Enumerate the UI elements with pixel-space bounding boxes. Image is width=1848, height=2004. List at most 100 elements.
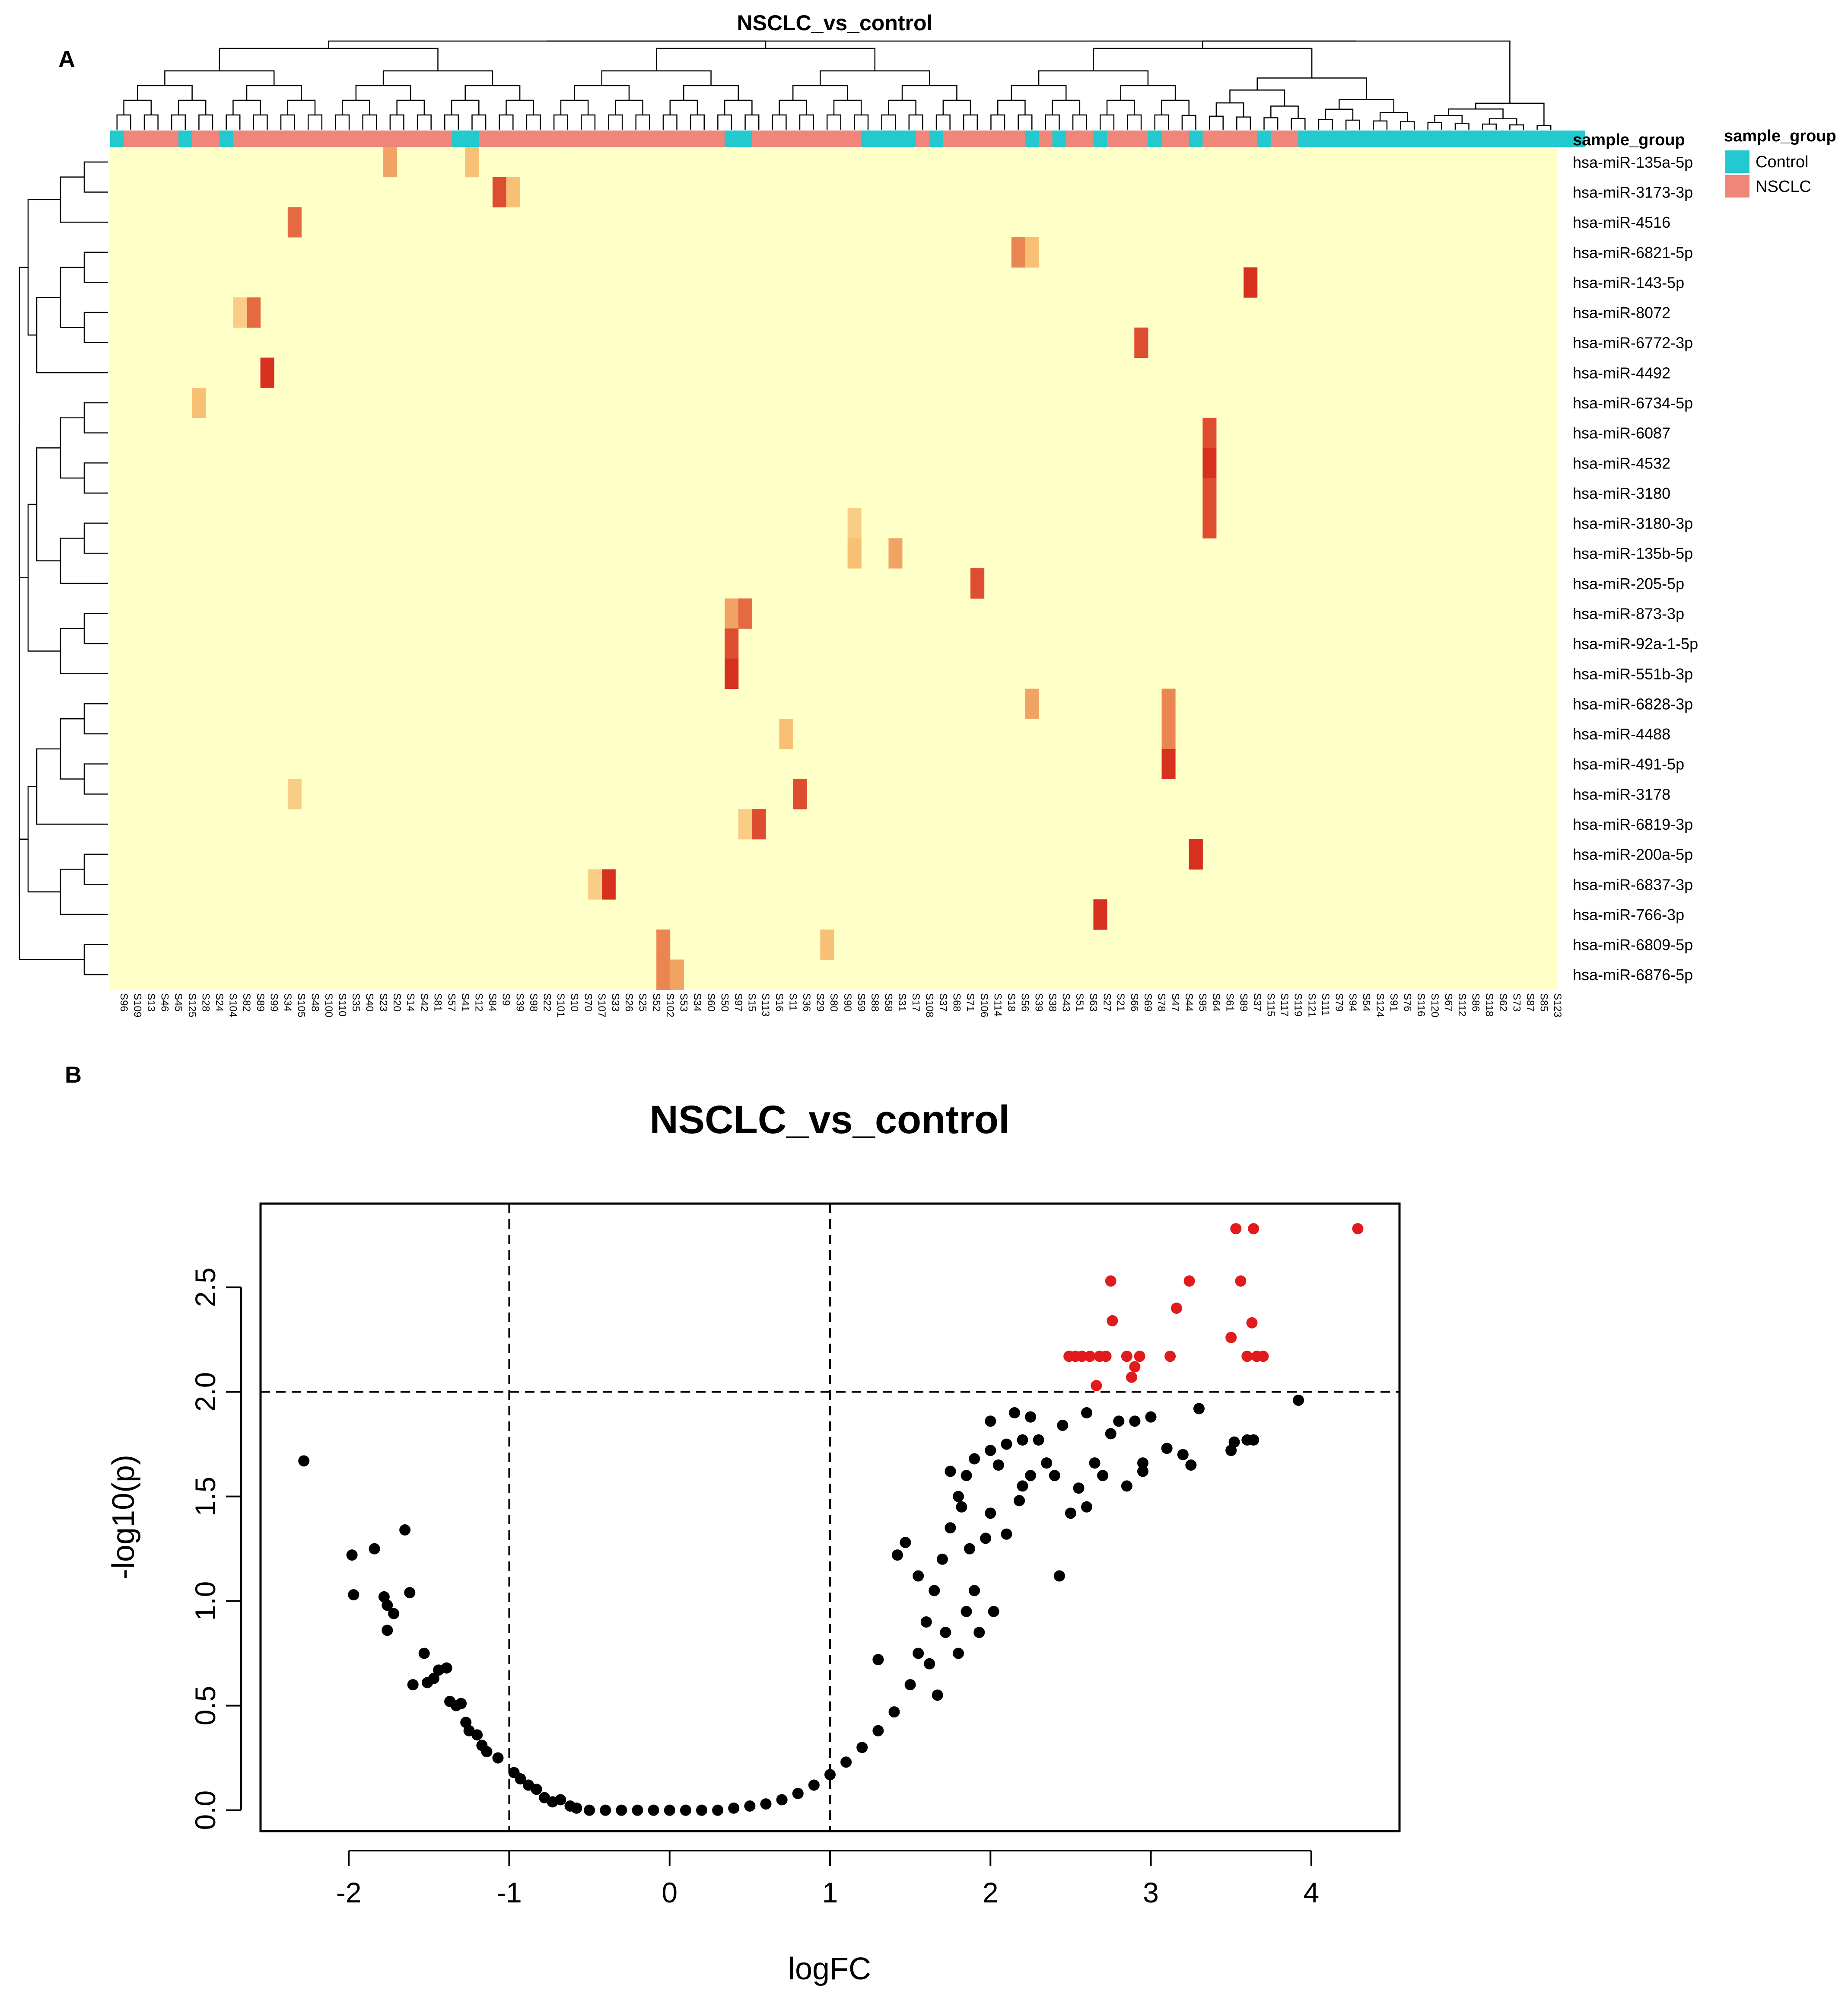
heatmap-cell (752, 809, 766, 840)
annotation-cell-control (888, 131, 903, 147)
dendrogram-branch (1038, 70, 1149, 86)
row-dendrogram (19, 161, 108, 975)
point-nonsignificant (900, 1537, 911, 1548)
dendrogram-branch (935, 114, 951, 130)
heatmap-cell (506, 177, 520, 207)
annotation-cell-nsclc (287, 131, 302, 147)
annotation-cell-control (1339, 131, 1353, 147)
point-nonsignificant (1081, 1501, 1093, 1513)
point-nonsignificant (712, 1804, 724, 1816)
annotation-cell-control (1462, 131, 1476, 147)
point-nonsignificant (571, 1802, 582, 1814)
column-label: S64 (1210, 993, 1222, 1012)
column-label: S44 (1183, 993, 1195, 1012)
point-nonsignificant (441, 1662, 452, 1674)
column-label: S104 (227, 993, 239, 1017)
dendrogram-branch (1154, 114, 1169, 130)
y-tick-label: 0.5 (189, 1686, 221, 1726)
heatmap-cell (725, 628, 739, 659)
dendrogram-branch (1509, 124, 1524, 130)
dendrogram-branch (1270, 105, 1299, 119)
point-significant (1100, 1351, 1112, 1362)
annotation-cell-nsclc (506, 131, 520, 147)
point-significant (1171, 1303, 1182, 1314)
dendrogram-branch (560, 99, 589, 115)
annotation-cell-nsclc (397, 131, 411, 147)
point-nonsignificant (808, 1779, 820, 1791)
annotation-cell-control (875, 131, 889, 147)
column-dendrogram (116, 40, 1552, 130)
point-significant (1164, 1351, 1176, 1362)
column-label: S43 (1060, 993, 1072, 1012)
dendrogram-branch (1400, 121, 1415, 130)
heatmap-cell (1161, 688, 1176, 719)
annotation-cell-nsclc (793, 131, 807, 147)
column-label: S108 (923, 993, 935, 1017)
annotation-cell-control (902, 131, 916, 147)
dendrogram-branch (60, 718, 84, 780)
point-significant (1230, 1223, 1242, 1235)
annotation-cell-control (1052, 131, 1066, 147)
heatmap-cell (1202, 478, 1217, 509)
heatmap-cell (1189, 839, 1203, 870)
column-label: S10 (569, 993, 580, 1012)
annotation-cell-nsclc (574, 131, 588, 147)
legend-label-control: Control (1756, 153, 1809, 171)
column-label: S105 (296, 993, 307, 1017)
dendrogram-branch (833, 99, 862, 115)
dendrogram-branch (1202, 40, 1511, 103)
point-nonsignificant (985, 1507, 996, 1519)
annotation-cell-nsclc (274, 131, 288, 147)
column-label: S58 (883, 993, 894, 1012)
point-nonsignificant (1053, 1570, 1065, 1582)
column-label: S17 (910, 993, 922, 1012)
sample-group-legend: sample_group Control NSCLC (1724, 127, 1836, 198)
annotation-cell-control (1503, 131, 1517, 147)
dendrogram-branch (27, 199, 60, 336)
row-label: hsa-miR-135b-5p (1573, 545, 1693, 562)
dendrogram-branch (36, 447, 60, 561)
row-label: hsa-miR-4492 (1573, 364, 1670, 382)
point-nonsignificant (840, 1756, 852, 1768)
heatmap-cell (670, 959, 684, 990)
annotation-cell-nsclc (684, 131, 698, 147)
dendrogram-branch (1093, 48, 1313, 78)
dendrogram-branch (942, 99, 971, 115)
point-nonsignificant (1113, 1415, 1125, 1427)
dendrogram-branch (779, 99, 808, 115)
heatmap-column-labels: S96 S109 S13 S46 S45 S125 S28 S24 S104 S82 S89 S99 S… (118, 993, 1563, 1017)
point-nonsignificant (382, 1599, 393, 1611)
annotation-cell-nsclc (643, 131, 657, 147)
column-label: S39 (1033, 993, 1044, 1012)
column-label: S90 (842, 993, 853, 1012)
point-nonsignificant (471, 1729, 483, 1741)
heatmap-cell (260, 357, 274, 388)
dendrogram-branch (19, 838, 84, 960)
row-label: hsa-miR-143-5p (1573, 274, 1684, 291)
annotation-cell-nsclc (1161, 131, 1176, 147)
annotation-cell-nsclc (1202, 131, 1217, 147)
column-label: S45 (172, 993, 184, 1012)
heatmap-cell (287, 207, 302, 238)
annotation-cell-nsclc (779, 131, 793, 147)
row-label: hsa-miR-200a-5p (1573, 846, 1693, 863)
point-nonsignificant (418, 1647, 430, 1659)
row-label: hsa-miR-6819-3p (1573, 816, 1693, 833)
annotation-cell-control (1421, 131, 1435, 147)
row-label: hsa-miR-6876-5p (1573, 966, 1693, 984)
point-nonsignificant (616, 1804, 627, 1816)
dendrogram-branch (669, 99, 698, 115)
column-label: S101 (555, 993, 566, 1017)
point-nonsignificant (956, 1501, 967, 1513)
point-nonsignificant (776, 1794, 788, 1806)
column-label: S88 (869, 993, 881, 1012)
dendrogram-branch (1345, 119, 1360, 130)
dendrogram-branch (389, 114, 404, 130)
point-nonsignificant (1293, 1394, 1304, 1406)
column-label: S123 (1552, 993, 1563, 1017)
heatmap-cell (1161, 749, 1176, 779)
point-significant (1107, 1315, 1118, 1327)
point-nonsignificant (932, 1689, 943, 1701)
dendrogram-branch (116, 114, 131, 130)
column-label: S102 (664, 993, 676, 1017)
